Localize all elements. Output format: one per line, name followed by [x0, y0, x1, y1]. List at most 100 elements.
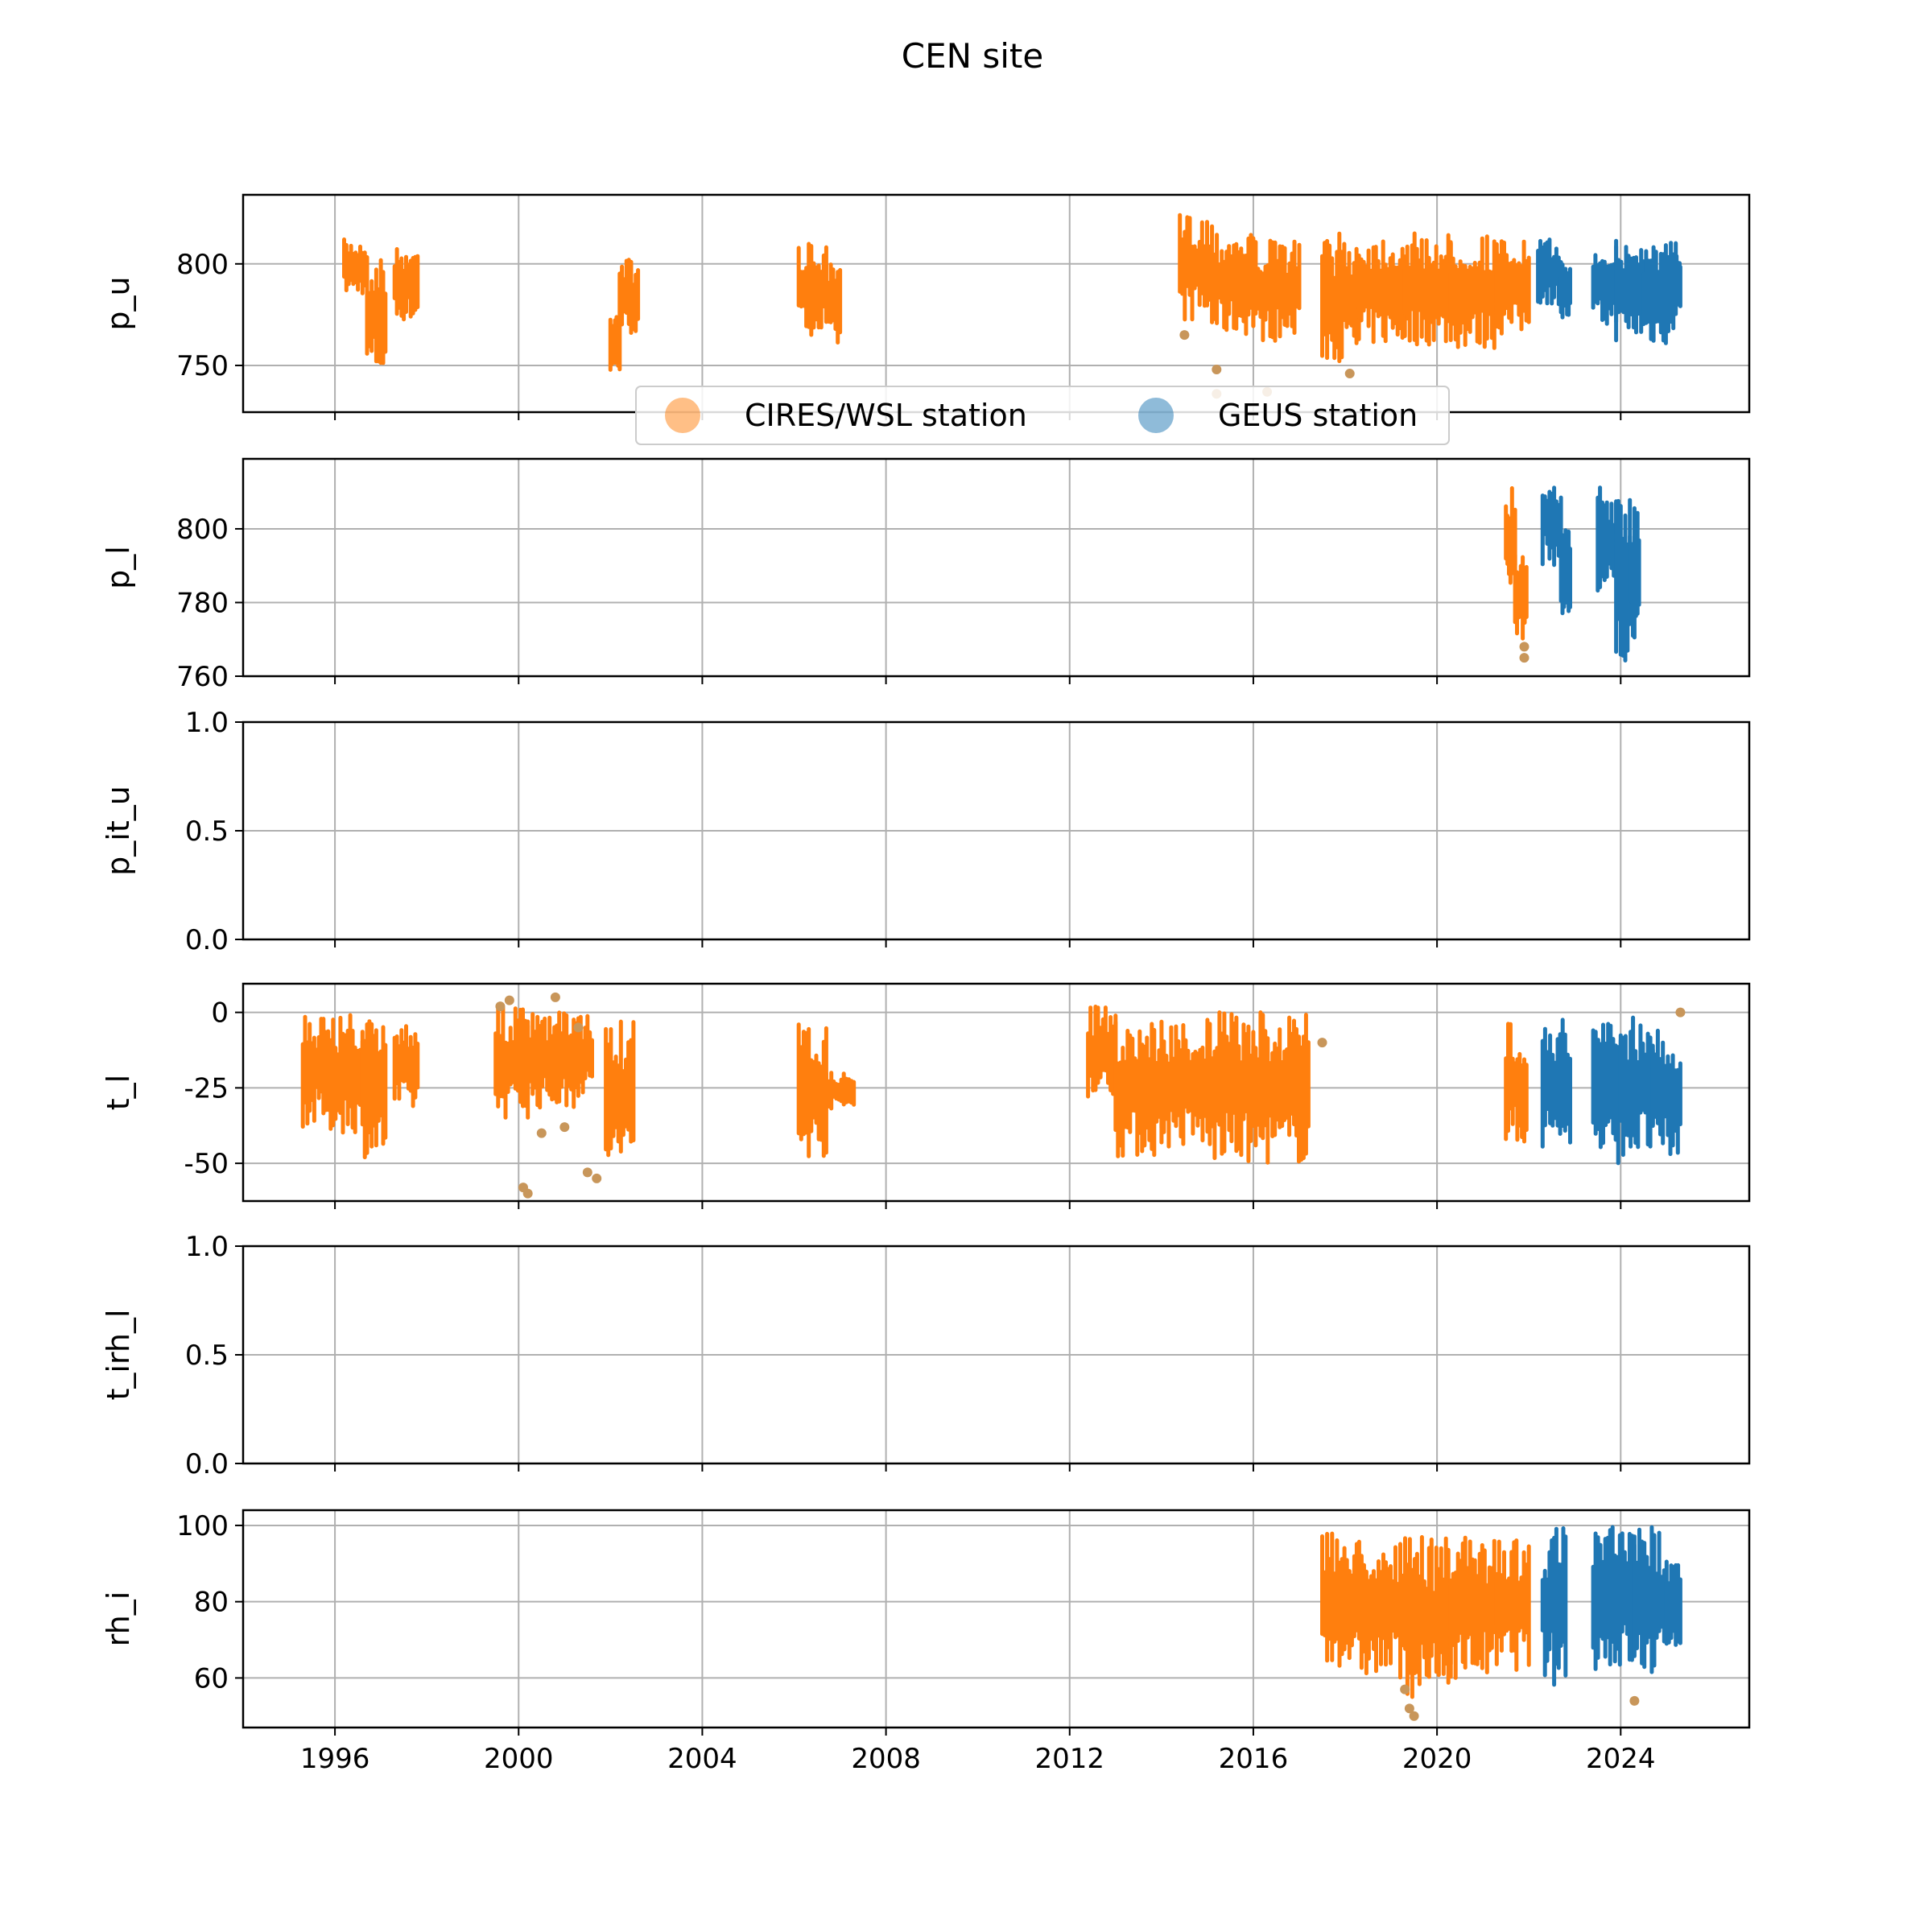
series-cires	[342, 213, 1531, 372]
outlier-point	[504, 995, 514, 1005]
data-band	[1632, 1525, 1669, 1674]
data-band	[1618, 1015, 1655, 1158]
panel-t-irh-l: 0.0 0.5 1.0 t_irh_l	[101, 1231, 1751, 1480]
data-band	[1398, 1535, 1453, 1699]
data-band	[324, 1013, 365, 1135]
data-band	[1356, 239, 1407, 345]
panels: 750800p_u760780800p_l0.00.51.0p_it_u-50-…	[101, 193, 1751, 1775]
panel-rh-i: 1996 2000 2004 2008 2012 2016 2020 2024 60 80 100 r…	[101, 1509, 1751, 1775]
data-band	[1320, 1531, 1356, 1668]
data-band	[1352, 1539, 1402, 1676]
series-geus	[1540, 1015, 1682, 1166]
panel-p-l: 760 780 800 p_l	[101, 457, 1751, 693]
outlier-point	[1675, 1007, 1686, 1018]
data-band	[1540, 485, 1563, 568]
y-axis-label: p_u	[101, 276, 136, 330]
outlier-point	[582, 1167, 592, 1178]
outlier-point	[550, 992, 560, 1002]
data-band	[1540, 1018, 1572, 1149]
x-tick-label: 2024	[1586, 1743, 1656, 1775]
y-axis-label: p_it_u	[101, 786, 136, 876]
series-geus	[1540, 1525, 1682, 1687]
y-tick-label: 0	[211, 997, 229, 1030]
data-band	[1251, 1010, 1311, 1165]
data-band	[1628, 497, 1641, 640]
y-axis-label: p_l	[101, 546, 136, 589]
legend-marker	[1138, 398, 1174, 433]
data-band	[1504, 486, 1517, 585]
panel-p-it-u: 0.0 0.5 1.0 p_it_u	[101, 707, 1751, 956]
x-tick-label: 2000	[484, 1743, 554, 1775]
data-band	[572, 1013, 594, 1098]
data-band	[526, 1010, 576, 1110]
data-band	[1205, 1010, 1256, 1163]
data-band	[342, 237, 369, 295]
axes-frame	[242, 457, 1751, 678]
data-band	[392, 1024, 420, 1108]
data-band	[300, 1014, 328, 1129]
data-band	[1591, 1525, 1637, 1671]
series-geus	[1536, 237, 1682, 345]
y-axis-label: t_l	[101, 1075, 136, 1110]
panel-p-u: 750 800 p_u	[101, 193, 1751, 420]
data-band	[392, 247, 420, 322]
outlier-point	[495, 1001, 506, 1012]
data-band	[1664, 1563, 1682, 1647]
outlier-point	[1179, 330, 1190, 341]
y-tick-label: 800	[176, 249, 229, 281]
y-tick-label: 750	[176, 350, 229, 382]
data-band	[824, 262, 843, 345]
data-band	[1558, 528, 1572, 616]
legend-label: GEUS station	[1218, 398, 1418, 433]
axes-frame	[242, 982, 1751, 1203]
data-band	[1591, 238, 1619, 326]
legend-marker	[665, 398, 700, 433]
y-tick-label: 1.0	[185, 1231, 229, 1263]
data-band	[1086, 1005, 1118, 1099]
outlier-point	[536, 1128, 547, 1138]
y-tick-label: 0.0	[185, 924, 229, 956]
y-tick-label: 0.5	[185, 1340, 229, 1372]
data-band	[1641, 241, 1678, 345]
y-tick-label: 800	[176, 514, 229, 546]
y-tick-label: 60	[194, 1662, 229, 1695]
data-band	[1320, 231, 1361, 364]
data-band	[1540, 1526, 1568, 1687]
outlier-point	[1409, 1711, 1419, 1721]
legend: CIRES/WSL station GEUS station	[635, 386, 1450, 445]
outlier-point	[1519, 653, 1530, 663]
series-cires	[1320, 1531, 1531, 1699]
y-tick-label: -50	[184, 1148, 229, 1180]
axes-frame	[242, 720, 1751, 941]
data-band	[1113, 1019, 1164, 1158]
outlier-point	[1344, 369, 1355, 379]
x-tick-label: 2012	[1035, 1743, 1105, 1775]
data-band	[493, 1004, 530, 1120]
y-tick-label: 0.0	[185, 1448, 229, 1480]
data-band	[360, 1019, 388, 1160]
y-tick-label: 80	[194, 1587, 229, 1619]
data-band	[1448, 234, 1499, 350]
data-band	[1402, 231, 1453, 347]
y-tick-label: 0.5	[185, 815, 229, 848]
data-band	[1674, 254, 1682, 308]
series-cires	[1504, 486, 1529, 641]
y-axis-label: rh_i	[101, 1591, 136, 1647]
y-tick-label: -25	[184, 1072, 229, 1104]
data-band	[1650, 1028, 1682, 1157]
outlier-point	[1317, 1038, 1327, 1048]
outlier-point	[1519, 642, 1530, 652]
outlier-point	[522, 1188, 533, 1199]
outlier-point	[1400, 1684, 1410, 1695]
x-tick-label: 2008	[851, 1743, 921, 1775]
data-band	[1536, 237, 1563, 307]
chart-title: CEN site	[902, 36, 1044, 76]
y-tick-label: 760	[176, 661, 229, 693]
data-band	[824, 1071, 857, 1111]
data-band	[1448, 1535, 1499, 1680]
data-band	[1591, 1022, 1623, 1166]
data-band	[1596, 485, 1619, 593]
y-tick-label: 780	[176, 587, 229, 619]
legend-frame	[635, 386, 1450, 445]
